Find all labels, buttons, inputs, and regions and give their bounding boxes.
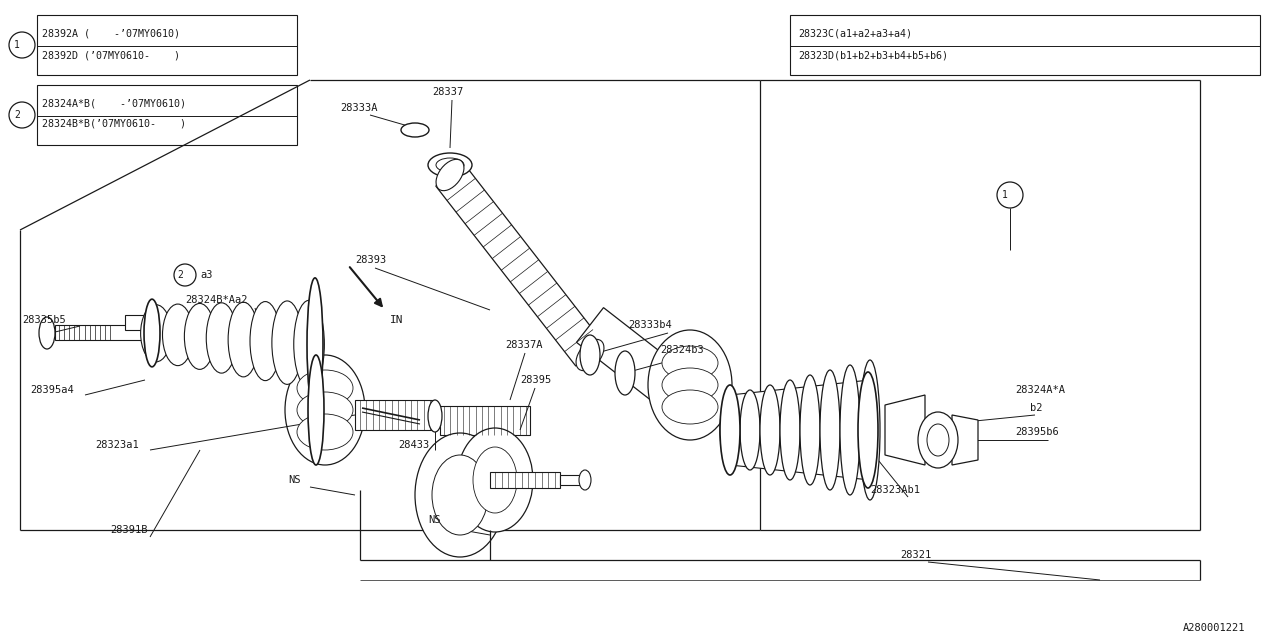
Ellipse shape <box>858 372 878 488</box>
Text: 1: 1 <box>1002 190 1007 200</box>
Text: 28392D (’07MY0610-    ): 28392D (’07MY0610- ) <box>42 50 180 60</box>
Text: 28333A: 28333A <box>340 103 378 113</box>
Circle shape <box>9 102 35 128</box>
Circle shape <box>997 182 1023 208</box>
Ellipse shape <box>436 159 463 191</box>
Ellipse shape <box>760 385 780 475</box>
Text: 28395b6: 28395b6 <box>1015 427 1059 437</box>
Ellipse shape <box>141 305 172 362</box>
Bar <box>37 85 297 145</box>
Text: 2: 2 <box>14 110 20 120</box>
Polygon shape <box>576 308 694 412</box>
Ellipse shape <box>307 278 323 412</box>
Text: 28324A*A: 28324A*A <box>1015 385 1065 395</box>
Ellipse shape <box>436 158 465 172</box>
Ellipse shape <box>721 385 740 475</box>
Ellipse shape <box>308 355 324 465</box>
Text: 28391B: 28391B <box>110 525 147 535</box>
Text: 28324B*Aa2: 28324B*Aa2 <box>186 295 247 305</box>
Text: 28323a1: 28323a1 <box>95 440 138 450</box>
Ellipse shape <box>293 300 324 388</box>
Ellipse shape <box>662 346 718 380</box>
Ellipse shape <box>415 433 506 557</box>
Circle shape <box>9 32 35 58</box>
Polygon shape <box>730 380 870 480</box>
Text: NS: NS <box>288 475 301 485</box>
Ellipse shape <box>800 375 820 485</box>
Bar <box>790 15 1260 75</box>
Ellipse shape <box>145 299 160 367</box>
Text: 28335b5: 28335b5 <box>22 315 65 325</box>
Ellipse shape <box>780 380 800 480</box>
Text: 28337A: 28337A <box>506 340 543 350</box>
Bar <box>490 472 561 488</box>
Ellipse shape <box>457 428 532 532</box>
Polygon shape <box>435 164 604 366</box>
Ellipse shape <box>580 335 600 375</box>
Ellipse shape <box>285 355 365 465</box>
Ellipse shape <box>428 400 442 432</box>
Bar <box>37 15 297 75</box>
Text: 28392A (    -’07MY0610): 28392A ( -’07MY0610) <box>42 28 180 38</box>
Ellipse shape <box>206 303 237 373</box>
Ellipse shape <box>433 455 488 535</box>
Text: 28321: 28321 <box>900 550 932 560</box>
Ellipse shape <box>662 368 718 402</box>
Bar <box>561 475 582 485</box>
Text: NS: NS <box>428 515 440 525</box>
Text: 28323D(b1+b2+b3+b4+b5+b6): 28323D(b1+b2+b3+b4+b5+b6) <box>797 50 948 60</box>
Ellipse shape <box>721 395 740 465</box>
Ellipse shape <box>163 304 193 365</box>
Ellipse shape <box>297 414 353 450</box>
Bar <box>55 325 145 340</box>
Text: IN: IN <box>390 315 403 325</box>
Text: A280001221: A280001221 <box>1183 623 1245 633</box>
Ellipse shape <box>38 317 55 349</box>
Ellipse shape <box>579 470 591 490</box>
Ellipse shape <box>614 351 635 395</box>
Text: 28333b4: 28333b4 <box>628 320 672 330</box>
Bar <box>125 315 150 330</box>
Text: 28393: 28393 <box>355 255 387 265</box>
Text: 1: 1 <box>14 40 20 50</box>
Text: b2: b2 <box>1030 403 1042 413</box>
Ellipse shape <box>860 360 881 500</box>
Ellipse shape <box>927 424 948 456</box>
Text: 28323C(a1+a2+a3+a4): 28323C(a1+a2+a3+a4) <box>797 28 913 38</box>
Ellipse shape <box>740 390 760 470</box>
Polygon shape <box>884 395 925 465</box>
Circle shape <box>174 264 196 286</box>
Polygon shape <box>952 415 978 465</box>
Text: 2: 2 <box>177 270 183 280</box>
Text: 28433: 28433 <box>398 440 429 450</box>
Text: 28324b3: 28324b3 <box>660 345 704 355</box>
Bar <box>355 400 435 430</box>
Ellipse shape <box>250 301 280 381</box>
Ellipse shape <box>648 330 732 440</box>
Ellipse shape <box>184 303 215 369</box>
Ellipse shape <box>228 302 259 377</box>
Ellipse shape <box>662 390 718 424</box>
Ellipse shape <box>576 339 604 371</box>
Text: 28395: 28395 <box>520 375 552 385</box>
Ellipse shape <box>820 370 840 490</box>
Ellipse shape <box>401 123 429 137</box>
Bar <box>440 406 530 435</box>
Text: 28337: 28337 <box>433 87 463 97</box>
Ellipse shape <box>474 447 517 513</box>
Text: a3: a3 <box>200 270 212 280</box>
Ellipse shape <box>271 301 302 385</box>
Text: 28324A*B(    -’07MY0610): 28324A*B( -’07MY0610) <box>42 98 186 108</box>
Ellipse shape <box>297 392 353 428</box>
Text: 28323Ab1: 28323Ab1 <box>870 485 920 495</box>
Ellipse shape <box>840 365 860 495</box>
Ellipse shape <box>918 412 957 468</box>
Text: 28324B*B(’07MY0610-    ): 28324B*B(’07MY0610- ) <box>42 118 186 128</box>
Ellipse shape <box>428 153 472 177</box>
Ellipse shape <box>297 370 353 406</box>
Text: 28395a4: 28395a4 <box>29 385 74 395</box>
